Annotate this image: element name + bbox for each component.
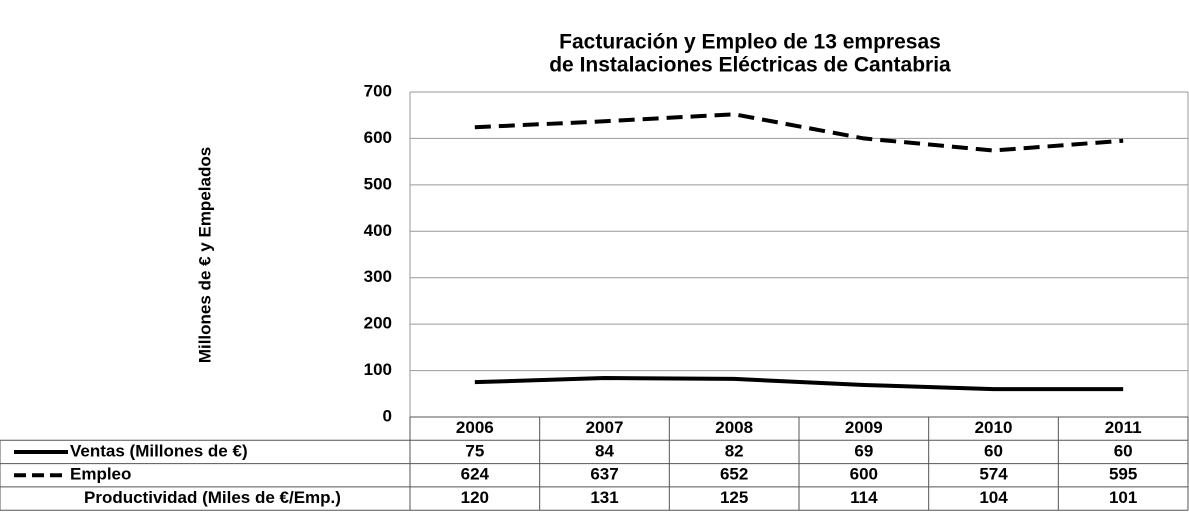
y-tick-label: 600 xyxy=(364,128,392,147)
y-tick-label: 300 xyxy=(364,267,392,286)
table-value: 75 xyxy=(465,441,484,460)
x-tick-label: 2008 xyxy=(715,418,753,437)
x-tick-label: 2009 xyxy=(845,418,883,437)
x-tick-label: 2007 xyxy=(586,418,624,437)
table-value: 84 xyxy=(595,441,614,460)
x-tick-label: 2006 xyxy=(456,418,494,437)
y-tick-label: 400 xyxy=(364,221,392,240)
table-value: 114 xyxy=(850,488,878,507)
line-series xyxy=(474,112,1124,153)
legend-label: Ventas (Millones de €) xyxy=(70,441,248,460)
line-series xyxy=(474,376,1124,392)
table-value: 60 xyxy=(984,441,1003,460)
table-value: 82 xyxy=(725,441,744,460)
table-value: 652 xyxy=(720,465,748,484)
table-value: 595 xyxy=(1109,465,1137,484)
y-tick-label: 200 xyxy=(364,314,392,333)
table-value: 131 xyxy=(590,488,618,507)
x-tick-label: 2011 xyxy=(1105,418,1142,437)
table-value: 125 xyxy=(720,488,748,507)
table-value: 120 xyxy=(461,488,489,507)
y-tick-label: 100 xyxy=(364,360,392,379)
table-value: 60 xyxy=(1114,441,1133,460)
table-value: 69 xyxy=(854,441,873,460)
chart-title: de Instalaciones Eléctricas de Cantabria xyxy=(549,54,951,77)
legend-label: Productividad (Miles de €/Emp.) xyxy=(84,488,341,507)
chart-title: Facturación y Empleo de 13 empresas xyxy=(559,31,941,54)
table-value: 101 xyxy=(1109,488,1137,507)
table-value: 104 xyxy=(979,488,1008,507)
legend-label: Empleo xyxy=(70,465,131,484)
y-axis-label: Millones de € y Empelados xyxy=(195,147,214,363)
y-tick-label: 0 xyxy=(383,406,392,425)
table-value: 624 xyxy=(461,465,490,484)
y-tick-label: 700 xyxy=(364,81,392,100)
x-tick-label: 2010 xyxy=(975,418,1013,437)
table-value: 574 xyxy=(979,465,1008,484)
y-tick-label: 500 xyxy=(364,174,392,193)
table-value: 637 xyxy=(590,465,618,484)
table-value: 600 xyxy=(850,465,878,484)
